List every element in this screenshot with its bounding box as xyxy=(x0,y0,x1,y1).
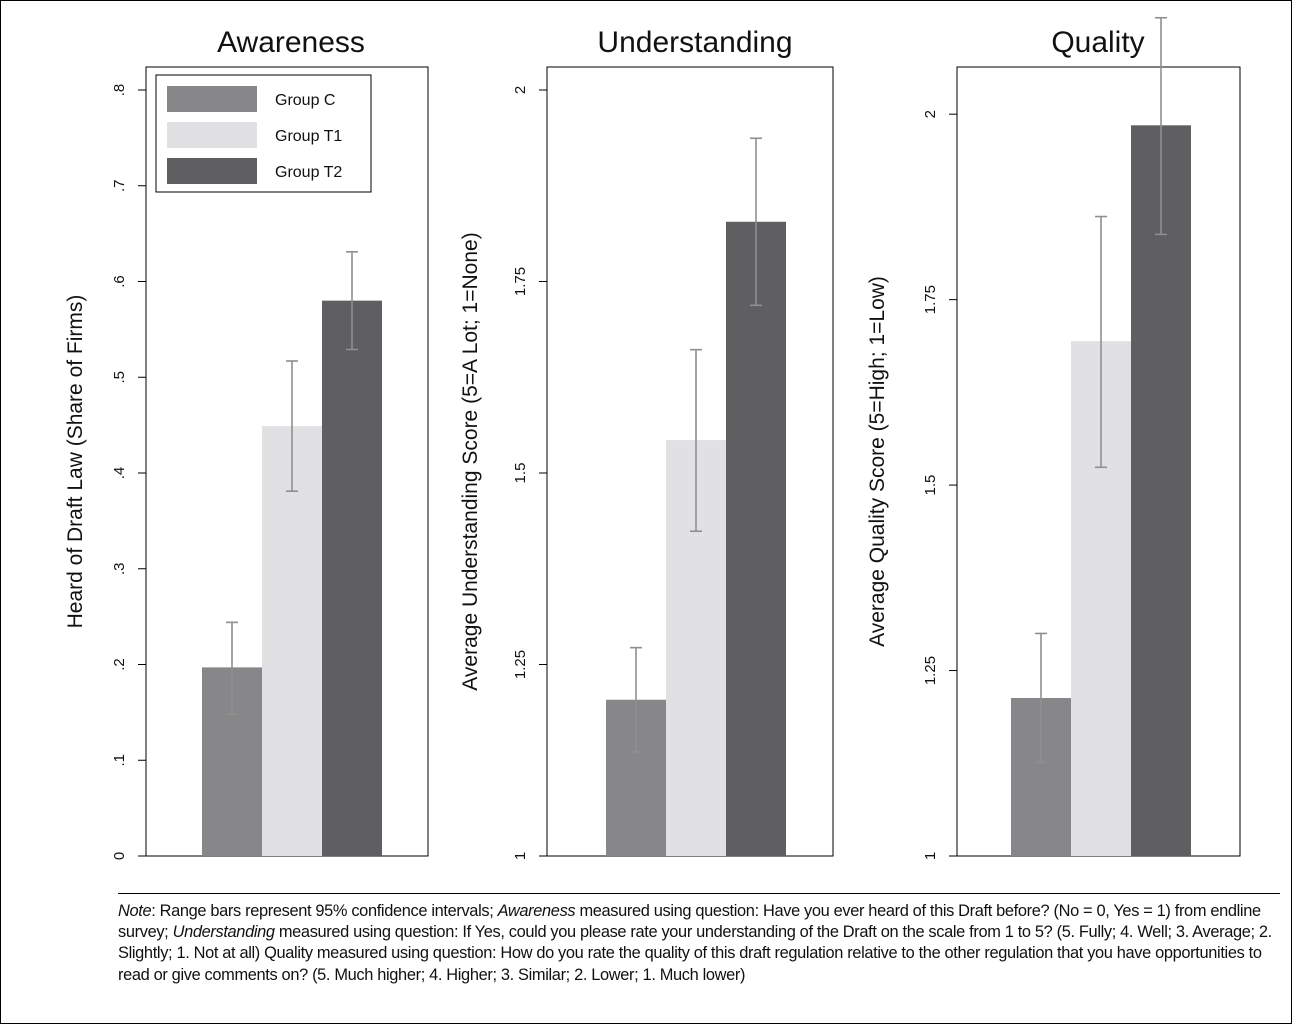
chart-title: Quality xyxy=(1051,26,1144,59)
bar-group-t2 xyxy=(1131,125,1191,857)
y-tick-label: 0 xyxy=(111,852,128,860)
error-bar xyxy=(1035,632,1047,764)
y-tick-label: 2 xyxy=(922,110,939,118)
bar-group-t2 xyxy=(726,221,786,856)
legend-swatch xyxy=(167,158,257,184)
note-text-1: : Range bars represent 95% confidence in… xyxy=(151,902,498,920)
y-tick-label: 1.5 xyxy=(922,475,939,496)
legend-label: Group T1 xyxy=(275,128,342,145)
error-bar xyxy=(630,646,642,753)
legend: Group C Group T1 Group T2 xyxy=(155,74,372,193)
y-tick-label: 1 xyxy=(512,852,529,860)
y-tick-label: 1 xyxy=(922,852,939,860)
charts-svg: Awareness Heard of Draft Law (Share of Fi… xyxy=(64,16,1241,860)
y-tick-label: .4 xyxy=(111,467,128,480)
y-tick-label: 1.25 xyxy=(512,650,529,679)
legend-swatch xyxy=(167,122,257,148)
error-bar xyxy=(1155,16,1167,236)
error-bar xyxy=(750,137,762,307)
note-awareness-term: Awareness xyxy=(497,902,576,920)
chart-panel-3: Quality Average Quality Score (5=High; 1=… xyxy=(866,16,1241,860)
bar-group-t1 xyxy=(262,426,322,856)
legend-swatch xyxy=(167,86,257,112)
y-tick-label: .7 xyxy=(111,179,128,192)
y-tick-label: .2 xyxy=(111,658,128,671)
note-label: Note xyxy=(118,902,152,920)
note-understanding-term: Understanding xyxy=(172,923,275,942)
y-tick-label: 1.75 xyxy=(922,285,939,314)
note-divider xyxy=(118,893,1280,894)
error-bar xyxy=(1095,215,1107,469)
y-tick-label: .6 xyxy=(111,275,128,288)
bar-group-t2 xyxy=(322,300,382,856)
error-bar xyxy=(226,621,238,716)
legend-label: Group T2 xyxy=(275,164,342,181)
y-tick-label: .1 xyxy=(111,754,128,767)
y-tick-label: .3 xyxy=(111,562,128,575)
y-axis-label: Average Quality Score (5=High; 1=Low) xyxy=(866,276,889,647)
y-tick-label: 2 xyxy=(512,86,529,94)
error-bar xyxy=(690,348,702,533)
y-axis-label: Heard of Draft Law (Share of Firms) xyxy=(64,295,87,629)
chart-title: Awareness xyxy=(217,26,365,59)
y-tick-label: 1.5 xyxy=(512,463,529,484)
y-tick-label: .8 xyxy=(111,84,128,97)
note-text-2: measured using question: Have you ever h… xyxy=(118,902,1261,942)
legend-label: Group C xyxy=(275,92,335,109)
y-tick-label: 1.25 xyxy=(922,656,939,685)
note-text-3: measured using question: If Yes, could y… xyxy=(118,923,1272,984)
error-bar xyxy=(286,360,298,492)
error-bar xyxy=(346,251,358,351)
y-tick-label: .5 xyxy=(111,371,128,384)
chart-title: Understanding xyxy=(597,26,792,59)
y-tick-label: 1.75 xyxy=(512,267,529,296)
figure-note: Note: Range bars represent 95% confidenc… xyxy=(118,901,1282,986)
y-axis-label: Average Understanding Score (5=A Lot; 1=… xyxy=(459,232,482,690)
chart-panel-2: Understanding Average Understanding Score… xyxy=(459,26,834,860)
chart-panel-1: Awareness Heard of Draft Law (Share of Fi… xyxy=(64,26,429,860)
